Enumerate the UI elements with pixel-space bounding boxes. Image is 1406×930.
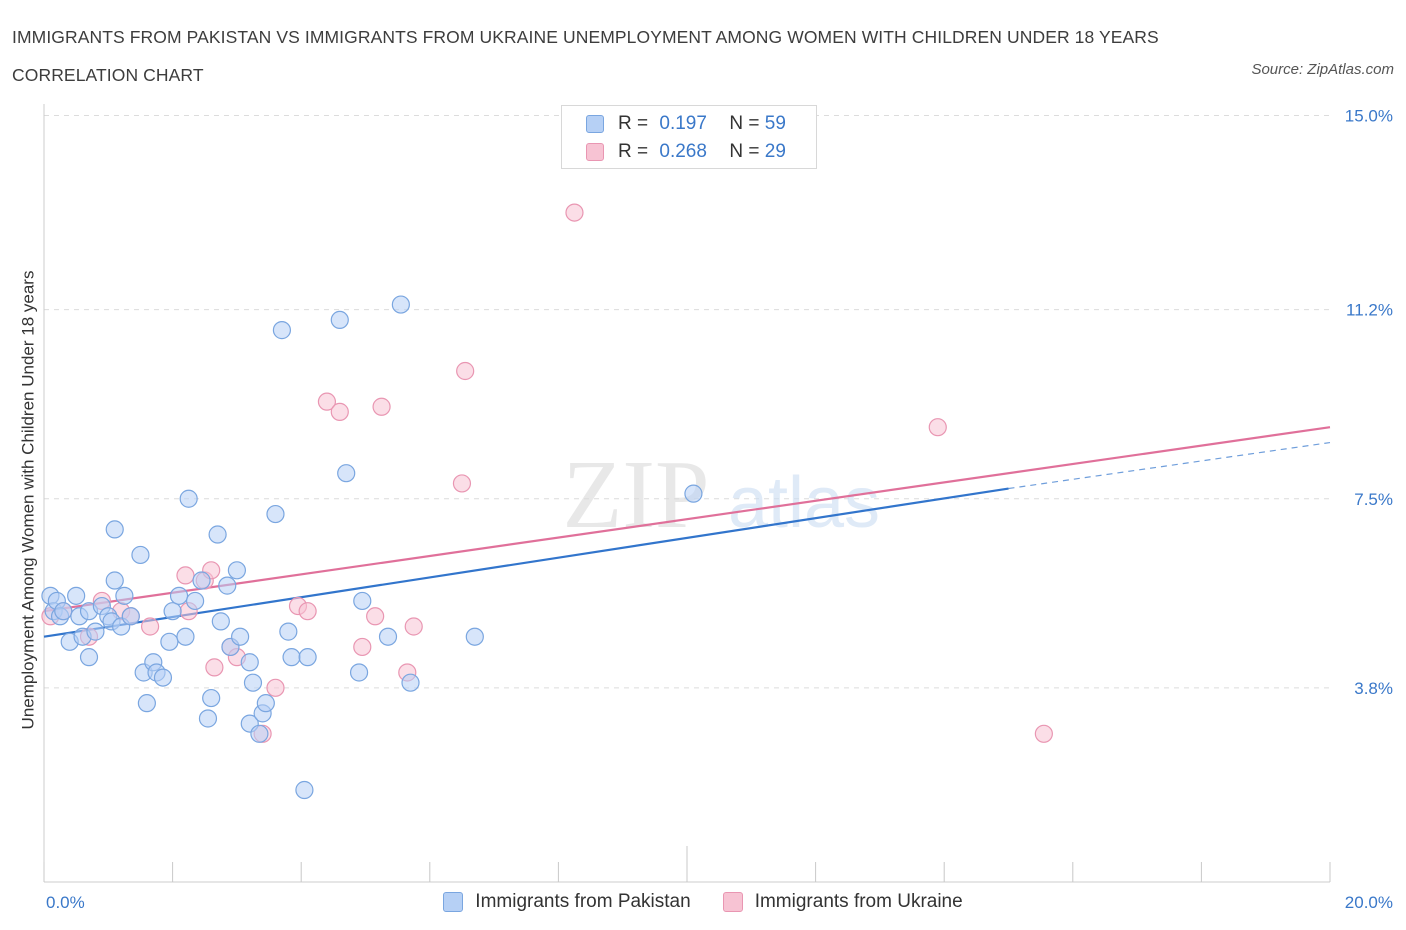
data-point-ukraine bbox=[1034, 724, 1053, 743]
series-legend: Immigrants from Pakistan Immigrants from… bbox=[0, 885, 1406, 919]
data-point-pakistan bbox=[121, 607, 140, 626]
data-points bbox=[41, 203, 1053, 800]
data-point-pakistan bbox=[330, 310, 349, 329]
data-point-pakistan bbox=[186, 591, 205, 611]
axes bbox=[43, 104, 1331, 883]
data-point-pakistan bbox=[231, 627, 250, 646]
data-point-pakistan bbox=[131, 545, 150, 565]
legend-swatch-ukraine bbox=[722, 892, 743, 912]
data-point-pakistan bbox=[250, 724, 269, 743]
data-point-pakistan bbox=[163, 602, 182, 621]
source-label: Source: ZipAtlas.com bbox=[1251, 61, 1394, 78]
data-point-pakistan bbox=[160, 632, 179, 651]
legend-r-value: 0.197 bbox=[659, 113, 707, 134]
data-point-pakistan bbox=[218, 576, 237, 595]
data-point-pakistan bbox=[337, 464, 356, 483]
grid bbox=[44, 115, 1330, 689]
data-point-ukraine bbox=[317, 392, 337, 411]
x-tick-label: 0.0% bbox=[46, 893, 85, 912]
data-point-pakistan bbox=[179, 489, 198, 508]
trend-lines bbox=[43, 426, 1331, 638]
data-point-ukraine bbox=[298, 602, 317, 621]
data-point-pakistan bbox=[298, 648, 317, 667]
data-point-pakistan bbox=[192, 571, 211, 590]
data-point-ukraine bbox=[353, 637, 372, 657]
legend-row-pakistan: R = 0.197 N = 59 bbox=[586, 111, 786, 137]
legend-r-key: R = bbox=[618, 141, 654, 162]
data-point-pakistan bbox=[240, 653, 259, 672]
legend-n-key: N = bbox=[729, 113, 765, 134]
data-point-pakistan bbox=[211, 612, 230, 631]
data-point-pakistan bbox=[79, 648, 99, 667]
legend-n-key: N = bbox=[729, 141, 765, 162]
data-point-pakistan bbox=[86, 622, 105, 641]
data-point-pakistan bbox=[198, 709, 218, 728]
data-point-pakistan bbox=[54, 602, 73, 621]
data-point-pakistan bbox=[282, 648, 301, 667]
data-point-ukraine bbox=[140, 617, 160, 636]
data-point-pakistan bbox=[243, 673, 263, 692]
legend-item-ukraine[interactable]: Immigrants from Ukraine bbox=[722, 891, 963, 913]
legend-swatch-pakistan bbox=[443, 892, 464, 912]
data-point-pakistan bbox=[684, 484, 703, 503]
data-point-pakistan bbox=[465, 627, 484, 646]
data-point-pakistan bbox=[378, 627, 398, 646]
data-point-pakistan bbox=[67, 586, 86, 605]
legend-item-pakistan[interactable]: Immigrants from Pakistan bbox=[443, 891, 691, 913]
data-point-ukraine bbox=[452, 474, 472, 493]
data-point-pakistan bbox=[272, 321, 292, 340]
data-point-pakistan bbox=[391, 295, 410, 314]
y-axis-label: Unemployment Among Women with Children U… bbox=[18, 271, 37, 730]
data-point-pakistan bbox=[208, 525, 227, 544]
data-point-pakistan bbox=[105, 571, 124, 590]
trend-line-ukraine bbox=[43, 426, 1331, 613]
chart-title: IMMIGRANTS FROM PAKISTAN VS IMMIGRANTS F… bbox=[12, 27, 1159, 85]
legend-n-value: 59 bbox=[764, 113, 786, 134]
y-axis-label-wrap: Unemployment Among Women with Children U… bbox=[14, 110, 44, 890]
trend-line-pakistan bbox=[43, 487, 1009, 638]
data-point-pakistan bbox=[349, 663, 369, 682]
data-point-ukraine bbox=[205, 658, 224, 677]
data-point-pakistan bbox=[295, 780, 314, 800]
legend-row-ukraine: R = 0.268 N = 29 bbox=[586, 139, 786, 165]
legend-swatch-pakistan bbox=[586, 115, 604, 133]
legend-r-key: R = bbox=[618, 113, 654, 134]
data-point-pakistan bbox=[105, 520, 124, 539]
legend-label-pakistan: Immigrants from Pakistan bbox=[475, 891, 691, 912]
data-point-ukraine bbox=[176, 566, 195, 585]
data-point-pakistan bbox=[153, 668, 173, 687]
tick-labels: 3.8% 7.5% 11.2% 15.0% 0.0% 20.0% bbox=[46, 107, 1393, 913]
data-point-ukraine bbox=[366, 607, 385, 626]
y-tick-label: 15.0% bbox=[1345, 107, 1393, 126]
legend-swatch-ukraine bbox=[586, 143, 604, 161]
data-point-pakistan bbox=[256, 694, 275, 713]
y-tick-label: 11.2% bbox=[1346, 301, 1393, 320]
data-point-pakistan bbox=[266, 504, 285, 524]
legend-n-value: 29 bbox=[764, 141, 786, 162]
y-tick-label: 7.5% bbox=[1354, 490, 1393, 509]
data-point-pakistan bbox=[202, 688, 221, 708]
data-point-pakistan bbox=[279, 622, 298, 641]
data-point-pakistan bbox=[353, 591, 372, 611]
data-point-ukraine bbox=[404, 617, 423, 636]
data-point-ukraine bbox=[928, 418, 947, 437]
data-point-ukraine bbox=[456, 361, 475, 381]
data-point-pakistan bbox=[227, 561, 246, 580]
data-point-pakistan bbox=[169, 586, 189, 605]
data-point-ukraine bbox=[266, 678, 285, 697]
x-tick-label: 20.0% bbox=[1345, 893, 1393, 912]
y-tick-label: 3.8% bbox=[1354, 679, 1393, 698]
data-point-ukraine bbox=[330, 402, 349, 421]
legend-label-ukraine: Immigrants from Ukraine bbox=[754, 891, 963, 912]
data-point-ukraine bbox=[372, 397, 391, 416]
data-point-pakistan bbox=[115, 586, 134, 605]
data-point-pakistan bbox=[401, 673, 420, 692]
correlation-legend: R = 0.197 N = 59 R = 0.268 N = 29 bbox=[561, 105, 817, 169]
legend-r-value: 0.268 bbox=[659, 141, 707, 162]
data-point-ukraine bbox=[565, 203, 584, 222]
data-point-pakistan bbox=[137, 694, 156, 713]
data-point-pakistan bbox=[176, 627, 195, 646]
